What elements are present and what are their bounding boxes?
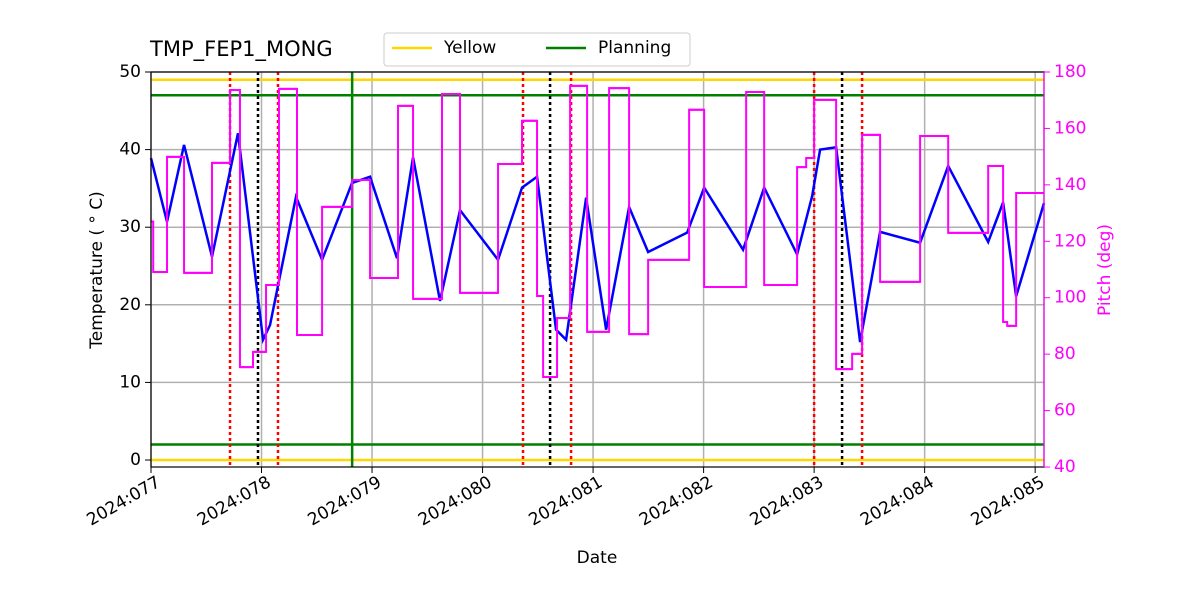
x-axis-label: Date [577,548,618,568]
legend: Yellow Planning [383,32,691,67]
y-axis-label: Temperature ( ° C) [87,191,107,350]
y-tick-label: 10 [119,372,141,392]
y-tick-label: 20 [119,295,141,315]
x-tick-label: 2024:078 [194,472,275,530]
y2-tick-label: 120 [1054,231,1086,251]
x-tick-label: 2024:082 [636,472,717,530]
legend-box [383,32,691,67]
y-tick-label: 30 [119,217,141,237]
chart-title: TMP_FEP1_MONG [149,37,333,62]
x-tick-label: 2024:079 [304,472,385,530]
y-tick-label: 0 [130,450,141,470]
y2-tick-label: 140 [1054,175,1086,195]
y2-tick-label: 180 [1054,62,1086,82]
line-series [149,133,1046,345]
y2-tick-label: 100 [1054,288,1086,308]
x-tick-label: 2024:080 [415,472,496,530]
y2-tick-label: 160 [1054,118,1086,138]
y2-tick-label: 60 [1054,401,1076,421]
y2-tick-label: 40 [1054,457,1076,477]
x-tick-label: 2024:077 [83,472,164,530]
step-connector [151,84,1044,378]
x-tick-label: 2024:083 [747,472,828,530]
x-tick-label: 2024:084 [857,472,938,530]
legend-label: Yellow [443,38,496,58]
y-tick-label: 40 [119,140,141,160]
x-tick-label: 2024:085 [968,472,1049,530]
y-tick-label: 50 [119,62,141,82]
legend-label: Planning [598,38,671,58]
x-tick-label: 2024:081 [526,472,607,530]
y2-tick-label: 80 [1054,344,1076,364]
y2-axis-label: Pitch (deg) [1095,224,1115,316]
